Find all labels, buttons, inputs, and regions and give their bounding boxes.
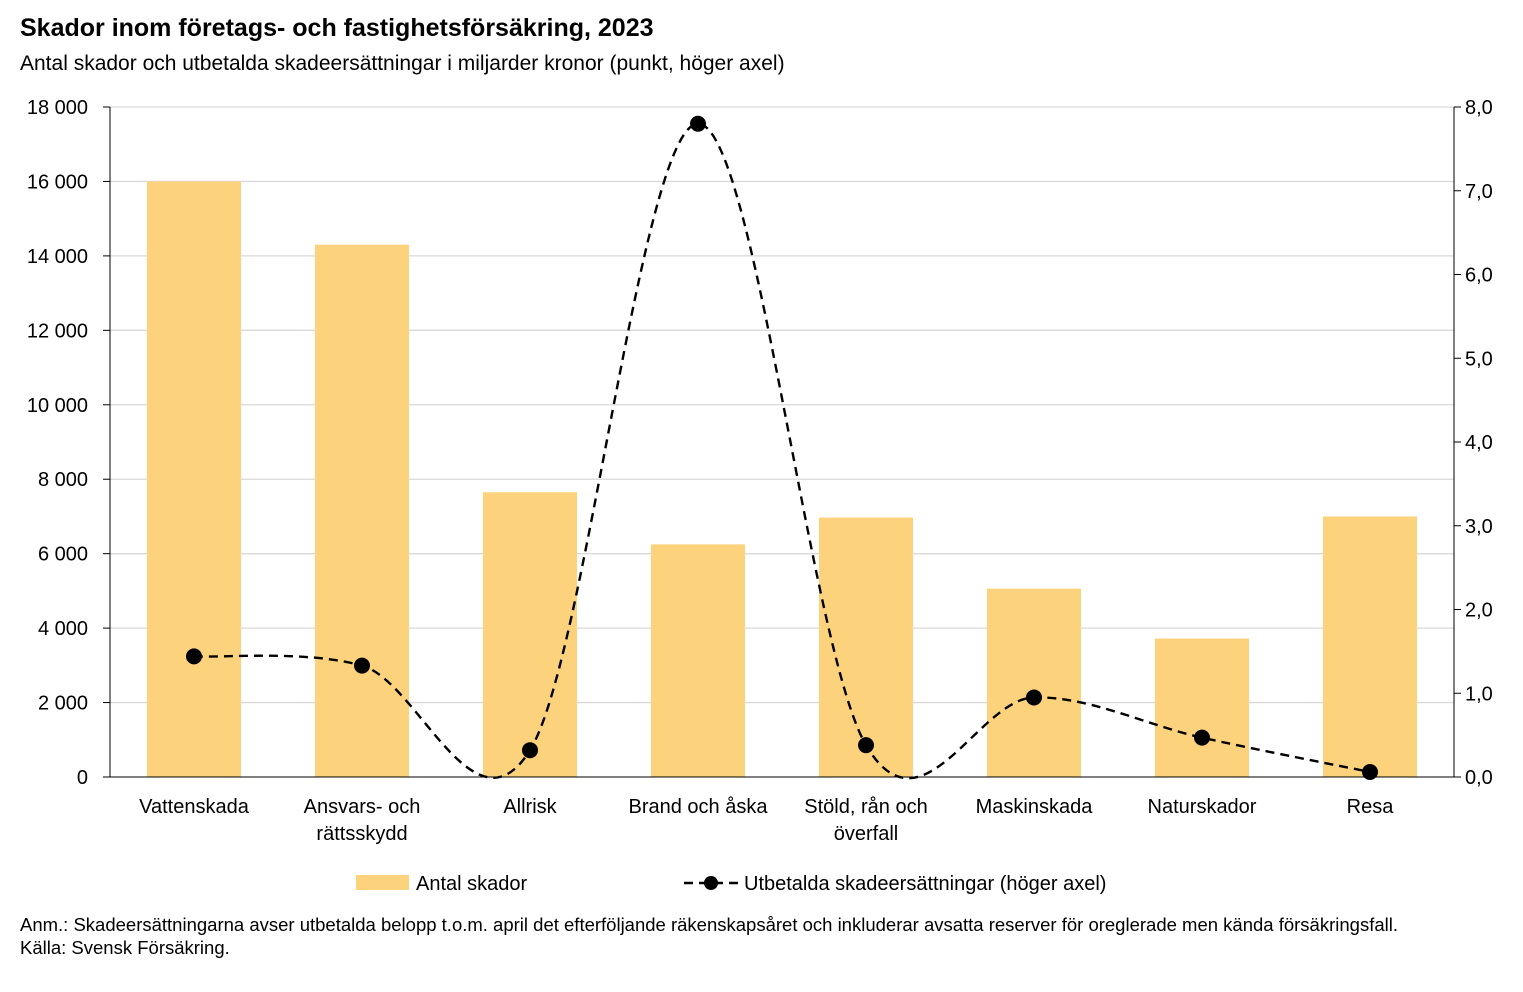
category-label: överfall (834, 823, 898, 845)
right-tick-label: 3,0 (1465, 516, 1493, 538)
legend-bar-swatch (356, 875, 409, 890)
line-point (1026, 689, 1042, 706)
footnote-anm: Anm.: Skadeersättningarna avser utbetald… (20, 914, 1398, 935)
tick-labels: 0 2 000 4 000 6 000 8 000 10 000 12 000 14 000 1… (27, 97, 1493, 845)
right-tick-label: 1,0 (1465, 683, 1493, 705)
category-label: Allrisk (503, 796, 557, 818)
right-tick-label: 5,0 (1465, 348, 1493, 370)
bar (1154, 638, 1250, 777)
left-tick-label: 16 000 (27, 171, 88, 193)
left-tick-label: 2 000 (38, 693, 88, 715)
category-label: Maskinskada (976, 796, 1094, 818)
left-tick-label: 8 000 (38, 469, 88, 491)
right-tick-label: 6,0 (1465, 265, 1493, 287)
left-tick-label: 0 (77, 767, 88, 789)
left-tick-label: 4 000 (38, 618, 88, 640)
category-label: Ansvars- och (304, 796, 421, 818)
left-tick-label: 12 000 (27, 320, 88, 342)
gridlines (110, 106, 1454, 704)
right-tick-label: 7,0 (1465, 181, 1493, 203)
right-tick-label: 8,0 (1465, 97, 1493, 119)
bar (818, 517, 914, 777)
line-point (1194, 729, 1210, 746)
category-label: Resa (1347, 796, 1395, 818)
left-tick-label: 14 000 (27, 246, 88, 268)
bar (650, 544, 746, 777)
line-series (186, 115, 1378, 780)
line-point (690, 115, 706, 132)
right-tick-label: 2,0 (1465, 600, 1493, 622)
right-tick-label: 0,0 (1465, 767, 1493, 789)
legend-line-marker (704, 876, 718, 890)
line-path (193, 122, 1371, 780)
footnotes: Anm.: Skadeersättningarna avser utbetald… (20, 913, 1510, 959)
category-label: Vattenskada (139, 796, 250, 818)
category-label: Stöld, rån och (804, 796, 927, 818)
bar (314, 244, 410, 777)
legend: Antal skador Utbetalda skadeersättningar … (356, 873, 1106, 895)
line-point (858, 737, 874, 754)
category-label: Naturskador (1148, 796, 1257, 818)
line-point (522, 742, 538, 759)
left-tick-label: 6 000 (38, 544, 88, 566)
footnote-source: Källa: Svensk Försäkring. (20, 937, 230, 958)
right-tick-label: 4,0 (1465, 432, 1493, 454)
bar (482, 492, 578, 777)
chart-subtitle: Antal skador och utbetalda skadeersättni… (20, 52, 785, 75)
bar (986, 588, 1082, 777)
left-tick-label: 18 000 (27, 97, 88, 119)
category-label: Brand och åska (629, 796, 769, 818)
bar (146, 181, 242, 777)
legend-line-label: Utbetalda skadeersättningar (höger axel) (744, 873, 1106, 895)
legend-bar-label: Antal skador (416, 873, 528, 895)
left-tick-label: 10 000 (27, 395, 88, 417)
category-label: rättsskydd (316, 823, 407, 845)
bar-series (146, 181, 1418, 777)
line-point (354, 657, 370, 674)
line-point (186, 648, 202, 665)
line-point (1362, 763, 1378, 780)
axes (103, 106, 1461, 778)
chart-title: Skador inom företags- och fastighetsförs… (20, 14, 654, 42)
bar (1322, 516, 1418, 777)
